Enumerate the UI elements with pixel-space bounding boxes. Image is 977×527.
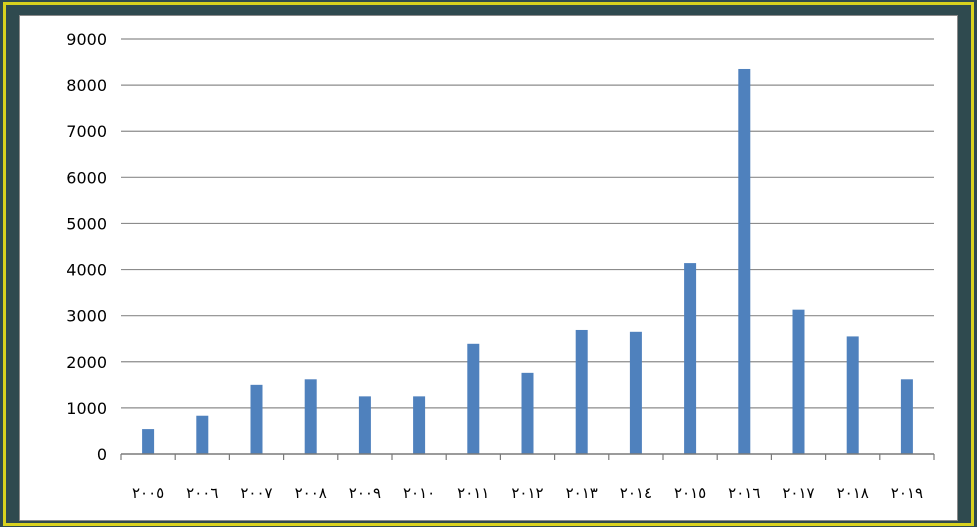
x-tick-label: ٢٠١٥ (674, 484, 706, 502)
x-tick-label: ٢٠٠٥ (132, 484, 164, 502)
y-tick-label: 9000 (66, 30, 107, 49)
y-tick-label: 5000 (66, 214, 107, 233)
bar (629, 331, 642, 454)
chart-panel: 0 1000 2000 3000 4000 5000 6000 7000 8000 9000 ٢٠… (19, 15, 958, 521)
x-tick-label: ٢٠١٦ (728, 484, 760, 502)
y-tick-label: 7000 (66, 122, 107, 141)
bar (413, 396, 426, 454)
y-tick-label: 0 (97, 445, 107, 464)
x-tick-label: ٢٠١٤ (620, 484, 652, 502)
y-tick-label: 6000 (66, 168, 107, 187)
bar (467, 343, 480, 454)
bar (358, 396, 371, 454)
x-tick-label: ٢٠٠٦ (186, 484, 218, 502)
bar-chart: 0 1000 2000 3000 4000 5000 6000 7000 8000 9000 ٢٠… (66, 30, 935, 502)
bar (250, 384, 263, 454)
bar (792, 309, 805, 454)
x-tick-label: ٢٠١٢ (511, 484, 543, 502)
x-axis: ٢٠٠٥ ٢٠٠٦ ٢٠٠٧ ٢٠٠٨ ٢٠٠٩ ٢٠١٠ ٢٠١١ ٢٠١٢ ٢٠١٣ ٢٠١٤… (120, 453, 935, 502)
y-tick-label: 3000 (66, 307, 107, 326)
x-tick-label: ٢٠٠٧ (240, 484, 272, 502)
gridlines (121, 38, 934, 409)
bar (575, 329, 588, 454)
bar (846, 336, 859, 454)
x-tick-label: ٢٠٠٩ (349, 484, 381, 502)
x-tick-label: ٢٠١٠ (403, 484, 435, 502)
bars (142, 68, 913, 454)
x-tick-label: ٢٠١٩ (891, 484, 923, 502)
bar (684, 263, 697, 454)
x-tick-label: ٢٠١١ (457, 484, 489, 502)
x-tick-label: ٢٠٠٨ (295, 484, 327, 502)
y-tick-label: 2000 (66, 353, 107, 372)
y-axis: 0 1000 2000 3000 4000 5000 6000 7000 8000 9000 (66, 30, 107, 464)
y-tick-label: 4000 (66, 261, 107, 280)
bar (196, 415, 209, 454)
y-tick-label: 8000 (66, 76, 107, 95)
bar (738, 68, 751, 454)
x-tick-label: ٢٠١٨ (837, 484, 869, 502)
x-tick-label: ٢٠١٣ (566, 484, 598, 502)
bar (900, 379, 913, 454)
bar (142, 429, 155, 454)
x-tick-label: ٢٠١٧ (782, 484, 814, 502)
y-tick-label: 1000 (66, 399, 107, 418)
bar (521, 372, 534, 454)
bar (304, 379, 317, 454)
